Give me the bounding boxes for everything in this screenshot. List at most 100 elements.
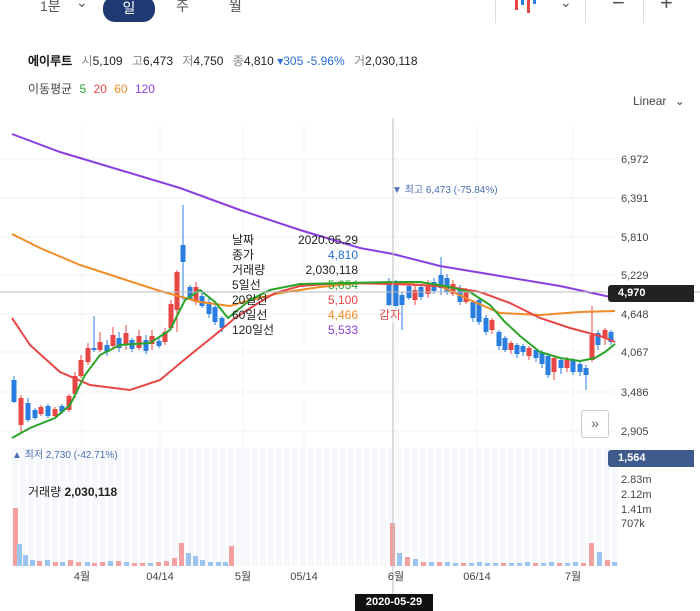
candle-body: [18, 398, 24, 425]
candle-body: [38, 407, 44, 414]
period-month[interactable]: 월: [229, 0, 242, 14]
crosshair-tooltip: 날짜 2020.05.29 종가 4,810 거래량 2,030,118 5일선 5,0…: [232, 233, 358, 338]
candle-body: [199, 296, 205, 306]
candle-body: [212, 307, 218, 322]
volume-axis-label: 2.12m: [621, 489, 652, 501]
volume-bar: [541, 563, 546, 566]
candle-body: [564, 360, 570, 368]
price-axis-label: 2,905: [621, 426, 649, 438]
volume-bar: [461, 563, 466, 566]
candle-body: [91, 348, 97, 350]
volume-bar: [60, 562, 65, 566]
volume-bar: [453, 563, 458, 566]
volume-bar: [85, 562, 90, 566]
candle-body: [168, 304, 174, 328]
candle-chart-icon[interactable]: [513, 0, 539, 14]
candle-body: [219, 318, 225, 328]
open-value: 5,109: [92, 54, 123, 68]
volume-bar: [229, 546, 234, 566]
candle-body: [393, 285, 399, 306]
chevron-down-icon[interactable]: ⌄: [560, 0, 572, 10]
candle-body: [156, 341, 162, 346]
close-value: 4,810: [243, 54, 274, 68]
volume-bar: [68, 560, 73, 566]
candle-body: [399, 295, 405, 305]
tooltip-row: 종가 4,810: [232, 248, 358, 263]
volume-header: 거래량 2,030,118: [28, 483, 117, 500]
volume-bar: [156, 562, 161, 566]
period-week[interactable]: 주: [176, 0, 189, 14]
date-axis-label: 6월: [388, 570, 404, 583]
ma-legend-5: 5: [79, 82, 87, 96]
candle-body: [589, 335, 595, 360]
volume-bar: [405, 557, 410, 566]
tooltip-value: 4,466: [327, 308, 358, 322]
candle-body: [110, 335, 116, 346]
candle-body: [496, 332, 502, 346]
candle-body: [570, 360, 576, 372]
period-day[interactable]: 일: [103, 0, 155, 22]
volume-bar: [172, 558, 177, 566]
volume-axis-label: 2.83m: [621, 474, 652, 486]
expand-chart-button[interactable]: »: [581, 410, 609, 438]
volume-bar: [429, 562, 434, 566]
volume-bar: [581, 563, 586, 566]
candle-body: [470, 302, 476, 318]
candle-body: [162, 332, 168, 342]
close-label: 종: [232, 54, 244, 68]
candle-body: [85, 348, 91, 362]
volume-bar: [193, 556, 198, 566]
volume-bar: [116, 561, 121, 566]
volume-bar: [525, 562, 530, 566]
period-1min[interactable]: 1분: [40, 0, 61, 14]
low-value: 4,750: [193, 54, 224, 68]
capital-reduction-marker[interactable]: 감자: [379, 306, 402, 323]
moving-average-legend[interactable]: 이동평균 5 20 60 120: [28, 80, 155, 97]
volume-bar: [132, 563, 137, 566]
candle-body: [425, 285, 431, 294]
tooltip-row: 60일선 4,466: [232, 308, 358, 323]
candle-body: [193, 287, 199, 302]
volume-value: 2,030,118: [365, 54, 418, 68]
candle-body: [187, 287, 193, 299]
volume-bar: [140, 563, 145, 566]
ma-legend-120: 120: [134, 82, 155, 96]
volume-header-value: 2,030,118: [64, 485, 118, 499]
volume-bar: [124, 562, 129, 566]
price-axis-label: 5,229: [621, 270, 649, 282]
candle-body: [608, 332, 614, 342]
high-label: 고: [131, 54, 143, 68]
volume-bar: [469, 563, 474, 566]
tooltip-value: 4,810: [327, 248, 358, 262]
volume-bar: [17, 544, 22, 566]
price-axis-label: 5,810: [621, 232, 649, 244]
volume-axis-label: 707k: [621, 518, 645, 530]
volume-bar: [565, 563, 570, 566]
chevron-down-icon[interactable]: ⌄: [76, 0, 88, 10]
down-arrow-icon: ▾: [277, 54, 284, 68]
tooltip-row: 120일선 5,533: [232, 323, 358, 338]
volume-bar: [164, 561, 169, 566]
volume-title: 거래량: [28, 485, 62, 499]
ma5-line: [11, 281, 616, 439]
open-label: 시: [81, 54, 93, 68]
high-annotation: ▼ 최고 6,473 (-75.84%): [392, 185, 498, 196]
tooltip-value: 2020.05.29: [297, 233, 358, 247]
date-axis-label: 05/14: [290, 571, 318, 583]
tooltip-key: 거래량: [232, 263, 266, 277]
candle-body: [32, 410, 38, 418]
volume-short-label: 거: [353, 54, 366, 68]
scale-selector[interactable]: Linear ⌄: [633, 94, 685, 108]
tooltip-value: 5,533: [327, 323, 358, 337]
candle-body: [476, 300, 482, 322]
stock-name: 에이루트: [28, 54, 73, 68]
candle-body: [602, 330, 608, 338]
candle-body: [52, 409, 58, 416]
volume-bar: [37, 561, 42, 566]
plus-icon[interactable]: +: [660, 0, 673, 15]
minus-icon[interactable]: −: [612, 0, 625, 15]
candle-body: [450, 284, 456, 294]
candle-body: [66, 396, 72, 410]
volume-bar: [445, 562, 450, 566]
